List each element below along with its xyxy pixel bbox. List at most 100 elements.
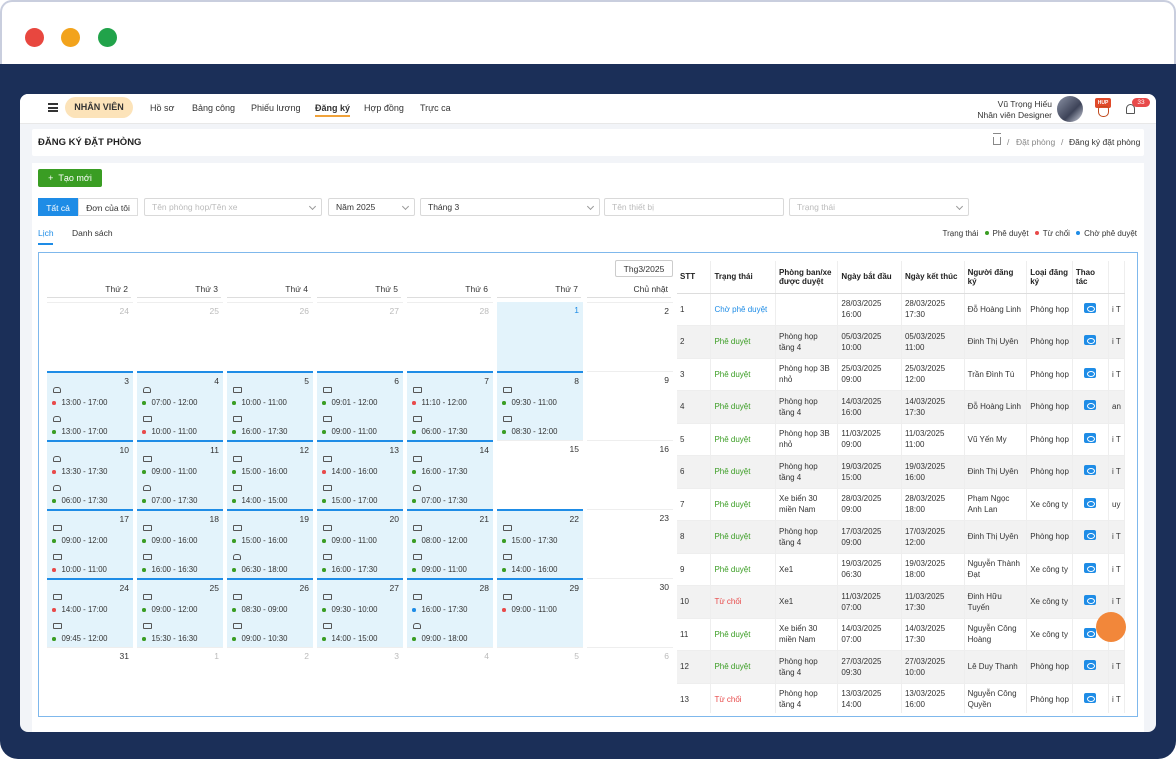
table-row[interactable]: 6 Phê duyệt Phòng họp tầng 4 19/03/2025 15:… [677,455,1125,489]
calendar-day-cell[interactable]: 14 16:00 - 17:30 07:00 - 17:30 [407,440,493,509]
booking-event[interactable]: 09:00 - 16:00 [142,536,197,545]
device-input[interactable]: Tên thiết bị [604,198,784,216]
calendar-day-cell[interactable]: 18 09:00 - 16:00 16:00 - 16:30 [137,509,223,578]
calendar-day-cell[interactable]: 29 09:00 - 11:00 [497,578,583,647]
calendar-day-cell[interactable]: 1 [137,647,223,716]
calendar-day-cell[interactable]: 2 [227,647,313,716]
view-eye-icon[interactable] [1084,562,1097,573]
booking-event[interactable]: 07:00 - 12:00 [142,398,197,407]
bell-icon[interactable] [1126,104,1135,114]
booking-event[interactable]: 09:00 - 11:00 [322,427,377,436]
calendar-day-cell[interactable]: 20 09:00 - 11:00 16:00 - 17:30 [317,509,403,578]
view-eye-icon[interactable] [1084,497,1097,508]
booking-event[interactable]: 09:00 - 11:00 [502,605,557,614]
role-badge[interactable]: NHÂN VIÊN [65,97,133,118]
month-select[interactable]: Tháng 3 [420,198,600,216]
booking-event[interactable]: 09:00 - 10:30 [232,634,287,643]
booking-event[interactable]: 09:00 - 12:00 [52,536,107,545]
booking-event[interactable]: 14:00 - 16:00 [502,565,557,574]
booking-event[interactable]: 09:00 - 12:00 [142,605,197,614]
close-window-icon[interactable] [25,28,44,47]
calendar-day-cell[interactable]: 3 13:00 - 17:00 13:00 - 17:00 [47,371,133,440]
view-eye-icon[interactable] [1084,627,1097,638]
booking-event[interactable]: 10:00 - 11:00 [142,427,197,436]
booking-event[interactable]: 09:30 - 10:00 [322,605,377,614]
view-eye-icon[interactable] [1084,595,1097,606]
view-eye-icon[interactable] [1084,530,1097,541]
booking-event[interactable]: 09:00 - 18:00 [412,634,467,643]
calendar-day-cell[interactable]: 28 [407,302,493,371]
tab-calendar[interactable]: Lịch [38,228,54,238]
booking-event[interactable]: 07:00 - 17:30 [142,496,197,505]
home-icon[interactable] [993,133,1001,145]
booking-event[interactable]: 16:00 - 17:30 [322,565,377,574]
booking-event[interactable]: 13:30 - 17:30 [52,467,107,476]
nav-hop-dong[interactable]: Hợp đồng [364,103,404,113]
tab-mine[interactable]: Đơn của tôi [78,198,138,216]
room-select[interactable]: Tên phòng họp/Tên xe [144,198,322,216]
calendar-day-cell[interactable]: 27 [317,302,403,371]
booking-event[interactable]: 09:30 - 11:00 [502,398,557,407]
table-row[interactable]: 9 Phê duyệt Xe1 19/03/2025 06:30 19/03/2025 … [677,553,1125,586]
calendar-day-cell[interactable]: 13 14:00 - 16:00 15:00 - 17:00 [317,440,403,509]
booking-event[interactable]: 06:00 - 17:30 [412,427,467,436]
calendar-day-cell[interactable]: 3 [317,647,403,716]
booking-event[interactable]: 14:00 - 15:00 [232,496,287,505]
calendar-day-cell[interactable]: 17 09:00 - 12:00 10:00 - 11:00 [47,509,133,578]
calendar-day-cell[interactable]: 10 13:30 - 17:30 06:00 - 17:30 [47,440,133,509]
calendar-day-cell[interactable]: 31 [47,647,133,716]
booking-event[interactable]: 13:00 - 17:00 [52,427,107,436]
status-select[interactable]: Trạng thái [789,198,969,216]
booking-event[interactable]: 08:30 - 12:00 [502,427,557,436]
calendar-day-cell[interactable]: 4 [407,647,493,716]
table-row[interactable]: 13 Từ chối Phòng họp tầng 4 13/03/2025 14:0… [677,683,1125,713]
booking-event[interactable]: 06:30 - 18:00 [232,565,287,574]
year-select[interactable]: Năm 2025 [328,198,415,216]
booking-event[interactable]: 06:00 - 17:30 [52,496,107,505]
month-label-button[interactable]: Thg3/2025 [615,260,673,277]
calendar-day-cell[interactable]: 25 09:00 - 12:00 15:30 - 16:30 [137,578,223,647]
booking-event[interactable]: 10:00 - 11:00 [232,398,287,407]
view-eye-icon[interactable] [1084,692,1097,703]
support-fab-button[interactable] [1096,612,1126,642]
breadcrumb-dat-phong[interactable]: Đặt phòng [1016,137,1056,147]
view-eye-icon[interactable] [1084,432,1097,443]
booking-event[interactable]: 08:00 - 12:00 [412,536,467,545]
calendar-day-cell[interactable]: 4 07:00 - 12:00 10:00 - 11:00 [137,371,223,440]
calendar-day-cell[interactable]: 22 15:00 - 17:30 14:00 - 16:00 [497,509,583,578]
calendar-day-cell[interactable]: 12 15:00 - 16:00 14:00 - 15:00 [227,440,313,509]
nav-dang-ky[interactable]: Đăng ký [315,103,351,117]
view-eye-icon[interactable] [1084,400,1097,411]
maximize-window-icon[interactable] [98,28,117,47]
booking-event[interactable]: 09:00 - 11:00 [142,467,197,476]
calendar-day-cell[interactable]: 6 [587,647,673,716]
calendar-day-cell[interactable]: 24 [47,302,133,371]
table-row[interactable]: 2 Phê duyệt Phòng họp tầng 4 05/03/2025 10:… [677,325,1125,359]
booking-event[interactable]: 11:10 - 12:00 [412,398,467,407]
booking-event[interactable]: 14:00 - 16:00 [322,467,377,476]
view-eye-icon[interactable] [1084,465,1097,476]
booking-event[interactable]: 16:00 - 17:30 [412,605,467,614]
tab-list[interactable]: Danh sách [72,228,113,238]
calendar-day-cell[interactable]: 25 [137,302,223,371]
tab-all[interactable]: Tất cả [38,198,78,216]
calendar-day-cell[interactable]: 5 10:00 - 11:00 16:00 - 17:30 [227,371,313,440]
booking-event[interactable]: 09:00 - 11:00 [412,565,467,574]
booking-event[interactable]: 09:00 - 11:00 [322,536,377,545]
table-row[interactable]: 4 Phê duyệt Phòng họp tầng 4 14/03/2025 16:… [677,390,1125,424]
calendar-day-cell[interactable]: 26 [227,302,313,371]
booking-event[interactable]: 09:45 - 12:00 [52,634,107,643]
calendar-day-cell[interactable]: 19 15:00 - 16:00 06:30 - 18:00 [227,509,313,578]
nav-ho-so[interactable]: Hồ sơ [150,103,175,113]
table-row[interactable]: 8 Phê duyệt Phòng họp tầng 4 17/03/2025 09:… [677,520,1125,554]
create-new-button[interactable]: + Tạo mới [38,169,102,187]
view-eye-icon[interactable] [1084,302,1097,313]
nav-bang-cong[interactable]: Bảng công [192,103,236,113]
calendar-day-cell[interactable]: 8 09:30 - 11:00 08:30 - 12:00 [497,371,583,440]
calendar-day-cell[interactable]: 5 [497,647,583,716]
calendar-day-cell[interactable]: 27 09:30 - 10:00 14:00 - 15:00 [317,578,403,647]
minimize-window-icon[interactable] [61,28,80,47]
booking-event[interactable]: 09:01 - 12:00 [322,398,377,407]
calendar-day-cell[interactable]: 9 [587,371,673,440]
booking-event[interactable]: 15:00 - 17:00 [322,496,377,505]
